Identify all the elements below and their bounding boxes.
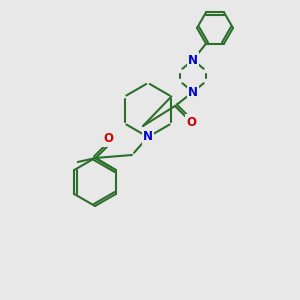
Text: N: N	[188, 85, 198, 98]
Text: O: O	[104, 133, 114, 146]
Text: N: N	[188, 53, 198, 67]
Text: N: N	[188, 53, 198, 67]
Text: O: O	[186, 116, 196, 128]
Text: N: N	[143, 130, 153, 143]
